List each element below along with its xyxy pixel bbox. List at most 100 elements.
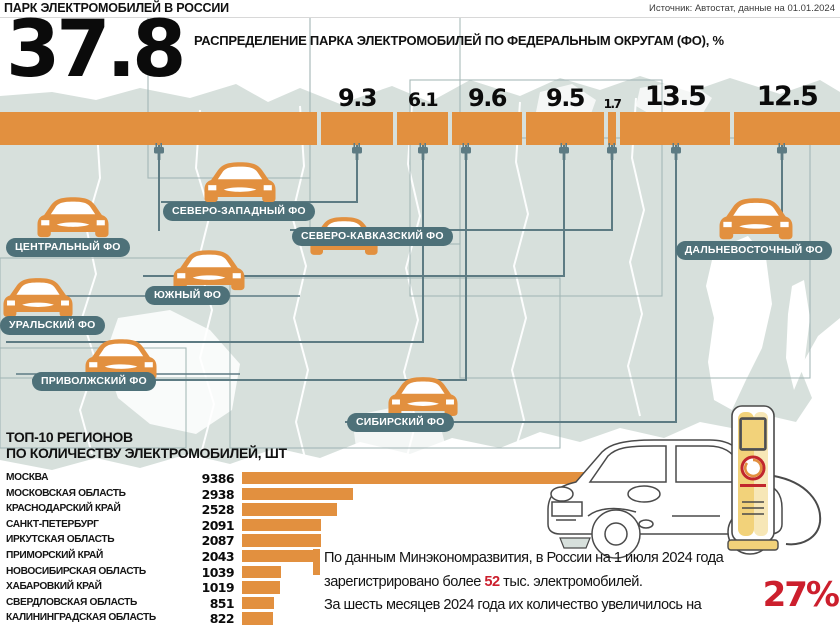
region-label-3-уральский-фо[interactable]: УРАЛЬСКИЙ ФО [0,316,105,335]
region-label-5-южный-фо[interactable]: ЮЖНЫЙ ФО [145,286,231,305]
top10-region-value: 822 [209,611,235,627]
connector-line-v-4 [465,145,467,381]
top10-region-name: НОВОСИБИРСКАЯ ОБЛАСТЬ [6,565,146,577]
note-line-2b: тыс. электромобилей. [499,573,643,590]
note-accent-tick [313,549,320,575]
top10-region-value: 2043 [201,549,235,564]
header-divider [0,17,840,18]
plug-icon-2 [352,143,362,160]
bar-segment-value-2: 9.3 [337,84,378,112]
connector-line-h-7 [345,421,676,423]
bar-segment-value-8: 12.5 [756,81,819,112]
region-label-4-приволжский-фо[interactable]: ПРИВОЛЖСКИЙ ФО [32,372,156,391]
top10-region-name: КРАСНОДАРСКИЙ КРАЙ [6,503,121,515]
top10-region-value: 1039 [201,564,235,580]
bar-segment-value-7: 13.5 [644,81,707,112]
charging-illustration [547,405,822,559]
bar-segment-3[interactable] [397,112,448,145]
top10-region-value: 2087 [201,533,235,549]
note-line-1: По данным Минэкономразвития, в России на… [324,550,724,566]
car-icon-7 [388,377,458,417]
source-note: Источник: Автостат, данные на 01.01.2024 [649,3,835,14]
bar-segment-7[interactable] [620,112,730,145]
bar-segment-value-3: 6.1 [407,89,439,111]
top10-region-bar [242,581,281,594]
bottom-note: По данным Минэкономразвития, в России на… [324,547,836,618]
top10-title: ТОП-10 РЕГИОНОВ ПО КОЛИЧЕСТВУ ЭЛЕКТРОМОБ… [6,429,287,461]
charging-station-icon [727,405,779,551]
map-kamchatka [706,236,772,410]
note-line-2a: зарегистрировано более [324,573,485,590]
bar-segment-1[interactable] [0,112,317,145]
connector-line-v-5 [563,145,565,277]
top10-region-bar [242,612,273,625]
headline-big-number: 37.8 [6,5,186,95]
connector-line-h-5 [143,275,564,277]
top10-region-name: СВЕРДЛОВСКАЯ ОБЛАСТЬ [6,596,137,608]
connector-line-v-1 [158,145,160,231]
top10-region-bar [242,550,320,563]
note-line-3a: За шесть месяцев 2024 года их количество… [324,597,702,614]
region-label-2-северо-западный-фо[interactable]: СЕВЕРО-ЗАПАДНЫЙ ФО [163,202,315,221]
car-icon-3 [3,278,73,318]
car-icon-2 [204,162,276,203]
top10-region-bar [242,596,275,610]
top10-region-bar [242,534,321,547]
connector-line-v-7 [675,145,677,423]
connector-line-h-3 [6,341,423,343]
bar-segment-2[interactable] [321,112,393,145]
top10-region-bar [242,503,338,516]
connector-line-v-6 [611,145,613,231]
car-icon-5 [173,250,245,291]
connector-line-h-4 [32,379,466,381]
plug-icon-6 [607,143,617,160]
top10-region-bar [242,472,596,485]
car-icon-1 [37,197,109,238]
top10-region-name: ИРКУТСКАЯ ОБЛАСТЬ [6,534,115,546]
top10-region-name: МОСКВА [6,472,49,483]
page-title: ПАРК ЭЛЕКТРОМОБИЛЕЙ В РОССИИ [4,1,229,15]
region-label-1-центральный-фо[interactable]: ЦЕНТРАЛЬНЫЙ ФО [6,238,130,257]
region-label-6-северо-кавказский-фо[interactable]: СЕВЕРО-КАВКАЗСКИЙ ФО [292,227,453,246]
connector-line-v-8 [781,145,783,231]
bar-segment-value-5: 9.5 [545,84,586,112]
top10-region-name: ПРИМОРСКИЙ КРАЙ [6,550,103,561]
plug-icon-3 [418,143,428,160]
region-label-8-дальневосточный-фо[interactable]: ДАЛЬНЕВОСТОЧНЫЙ ФО [675,241,832,260]
charging-cable [773,475,822,546]
bar-segment-4[interactable] [452,112,522,145]
plug-icon-4 [461,143,471,160]
region-label-7-сибирский-фо[interactable]: СИБИРСКИЙ ФО [347,413,454,432]
top10-region-value: 2091 [201,517,235,533]
top10-region-value: 851 [209,595,235,611]
map-sakhalin [786,280,810,390]
top10-region-value: 1019 [201,580,235,596]
top10-region-bar [242,487,353,500]
connector-line-v-2 [356,145,358,203]
top10-region-bar [242,518,321,532]
map-water-4 [636,80,712,120]
bar-segment-value-6: 1.7 [603,97,622,111]
plug-icon-8 [777,143,787,160]
bar-segment-value-4: 9.6 [467,84,508,112]
note-percent-27: 27% [762,575,840,615]
car-icon-8 [719,198,793,240]
bar-segment-8[interactable] [734,112,840,145]
bar-segment-5[interactable] [526,112,604,145]
car-icon-4 [85,339,157,380]
car-shadow-skirt [559,537,591,549]
top10-region-value: 9386 [201,471,235,486]
bar-segment-6[interactable] [608,112,616,145]
note-highlight-52: 52 [484,573,500,590]
distribution-title: РАСПРЕДЕЛЕНИЕ ПАРКА ЭЛЕКТРОМОБИЛЕЙ ПО ФЕ… [194,33,724,48]
top10-region-name: САНКТ-ПЕТЕРБУРГ [6,518,99,530]
top10-region-bar [242,565,282,578]
okrug-distribution-bar: 9.3 6.1 9.6 9.5 1.7 13.5 12.5 [0,83,840,145]
top10-region-value: 2938 [201,486,235,502]
top10-region-name: ХАБАРОВКИЙ КРАЙ [6,581,102,593]
plug-icon-5 [559,143,569,160]
top10-region-name: МОСКОВСКАЯ ОБЛАСТЬ [6,487,126,499]
plug-icon-1 [154,143,164,160]
plug-icon-7 [671,143,681,160]
